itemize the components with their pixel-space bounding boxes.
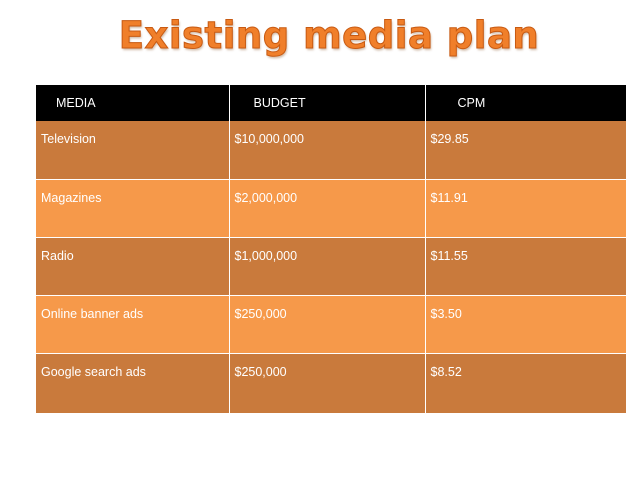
header-cpm: CPM: [425, 85, 626, 121]
page-title: Existing media plan: [118, 14, 540, 58]
media-plan-table: MEDIA BUDGET CPM Television $10,000,000 …: [36, 85, 626, 413]
budget-cell: $10,000,000: [229, 121, 426, 180]
header-budget-label: BUDGET: [253, 96, 306, 110]
header-media: MEDIA: [36, 85, 230, 121]
cpm-cell: $8.52: [425, 353, 626, 413]
table-row: Magazines $2,000,000 $11.91: [36, 179, 626, 238]
media-cell: Radio: [36, 237, 230, 296]
budget-cell: $250,000: [229, 353, 426, 413]
media-cell: Online banner ads: [36, 295, 230, 354]
cpm-cell: $29.85: [425, 121, 626, 180]
media-cell: Magazines: [36, 179, 230, 238]
table-row: Online banner ads $250,000 $3.50: [36, 295, 626, 354]
header-budget: BUDGET: [229, 85, 426, 121]
table-row: Radio $1,000,000 $11.55: [36, 237, 626, 296]
media-cell: Television: [36, 121, 230, 180]
header-media-label: MEDIA: [56, 96, 96, 110]
budget-cell: $250,000: [229, 295, 426, 354]
table-header-row: MEDIA BUDGET CPM: [36, 85, 626, 121]
table-row: Television $10,000,000 $29.85: [36, 121, 626, 180]
table-row: Google search ads $250,000 $8.52: [36, 353, 626, 413]
media-cell: Google search ads: [36, 353, 230, 413]
cpm-cell: $3.50: [425, 295, 626, 354]
budget-cell: $1,000,000: [229, 237, 426, 296]
cpm-cell: $11.55: [425, 237, 626, 296]
header-cpm-label: CPM: [457, 96, 486, 110]
cpm-cell: $11.91: [425, 179, 626, 238]
budget-cell: $2,000,000: [229, 179, 426, 238]
